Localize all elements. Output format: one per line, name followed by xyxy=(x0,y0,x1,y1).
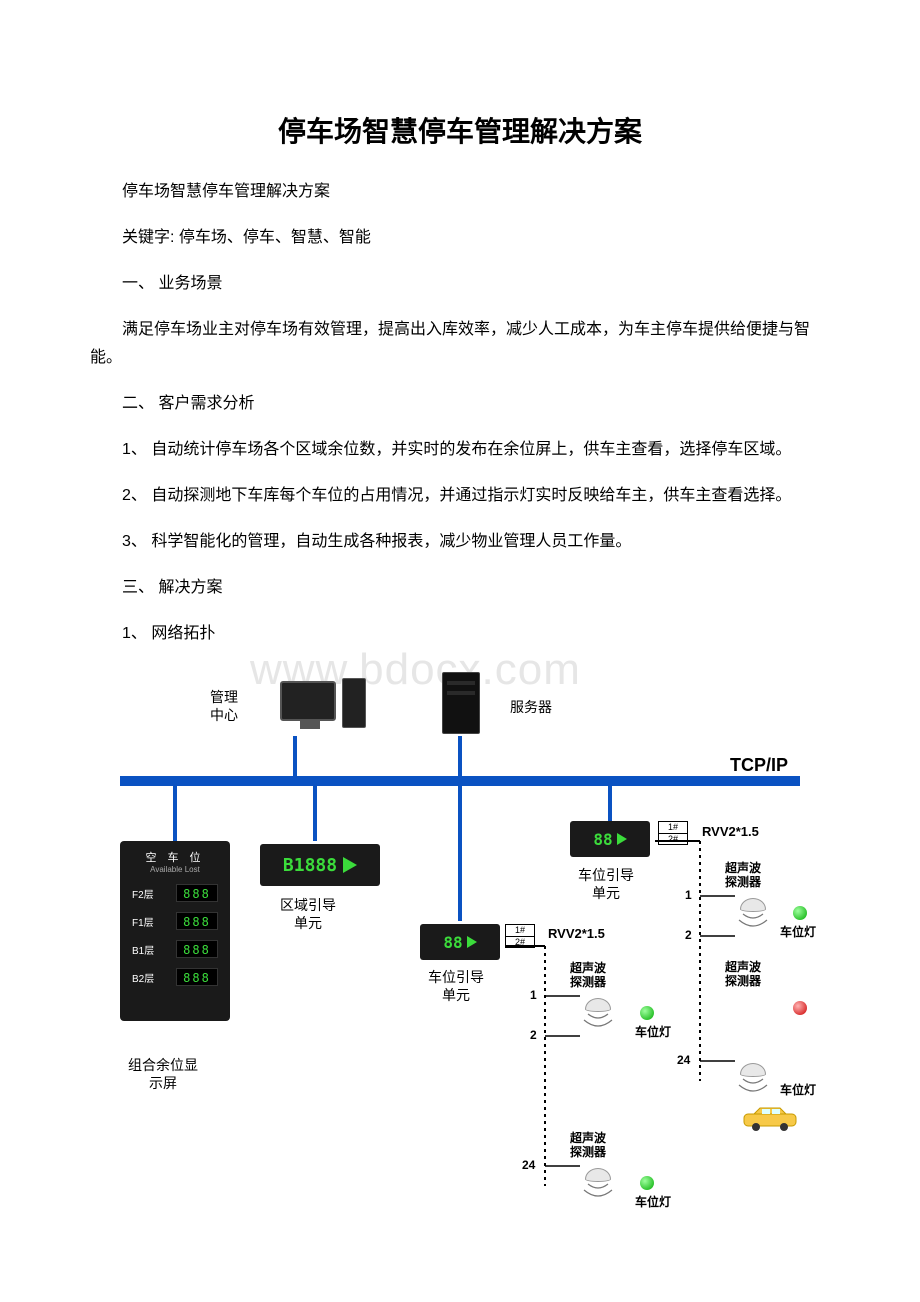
section-2-item-1: 1、 自动统计停车场各个区域余位数，并实时的发布在余位屏上，供车主查看，选择停车… xyxy=(90,436,830,464)
led-floor-label: B2层 xyxy=(132,970,154,985)
label-rvv-2: RVV2*1.5 xyxy=(702,824,759,841)
conn-1b: 2# xyxy=(506,937,534,948)
subtitle: 停车场智慧停车管理解决方案 xyxy=(90,178,830,206)
led-floor-value: 888 xyxy=(176,912,218,930)
network-topology-diagram: 管理 中心 服务器 TCP/IP 空 车 位 Available Lost F2… xyxy=(80,666,820,1226)
section-2-item-3: 3、 科学智能化的管理，自动生成各种报表，减少物业管理人员工作量。 xyxy=(90,528,830,556)
spot-light-green-icon xyxy=(640,1006,654,1020)
label-spot-guide-2: 车位引导 单元 xyxy=(578,866,634,902)
label-region-guide: 区域引导 单元 xyxy=(280,896,336,932)
section-3-item-1: 1、 网络拓扑 xyxy=(90,620,830,648)
label-server: 服务器 xyxy=(510,698,552,716)
label-spot-light-2b: 车位灯 xyxy=(780,1084,816,1098)
label-ultrasonic-2a: 超声波 探测器 xyxy=(725,862,761,890)
spot-guide-sign-2: 88 xyxy=(570,821,650,857)
arrow-icon xyxy=(617,833,627,845)
region-sign-text: B1888 xyxy=(283,855,337,876)
bus2-num-1: 1 xyxy=(685,888,692,904)
pc-tower-icon xyxy=(342,678,366,728)
spot-light-green-icon xyxy=(793,906,807,920)
bus1-num-2: 2 xyxy=(530,1028,537,1044)
bus2-num-2: 2 xyxy=(685,928,692,944)
led-header-2: Available Lost xyxy=(128,865,222,874)
led-row: B2层 888 xyxy=(128,968,222,986)
pc-monitor-icon xyxy=(280,681,336,721)
label-mgmt-center: 管理 中心 xyxy=(210,688,238,724)
conn-1a: 1# xyxy=(506,925,534,937)
section-1-heading: 一、 业务场景 xyxy=(90,270,830,298)
section-2-item-2: 2、 自动探测地下车库每个车位的占用情况，并通过指示灯实时反映给车主，供车主查看… xyxy=(90,482,830,510)
label-ultrasonic-1b: 超声波 探测器 xyxy=(570,1132,606,1160)
led-floor-value: 888 xyxy=(176,884,218,902)
label-spot-light-2a: 车位灯 xyxy=(780,926,816,940)
label-spot-light-1a: 车位灯 xyxy=(635,1026,671,1040)
led-floor-value: 888 xyxy=(176,968,218,986)
led-floor-label: B1层 xyxy=(132,942,154,957)
spot-light-red-icon xyxy=(793,1001,807,1015)
section-3-heading: 三、 解决方案 xyxy=(90,574,830,602)
bus1-num-24: 24 xyxy=(522,1158,535,1174)
led-header-1: 空 车 位 xyxy=(128,849,222,865)
label-spot-light-1b: 车位灯 xyxy=(635,1196,671,1210)
bus1-num-1: 1 xyxy=(530,988,537,1004)
region-guide-sign: B1888 xyxy=(260,844,380,886)
spot-guide-sign-1: 88 xyxy=(420,924,500,960)
section-2-heading: 二、 客户需求分析 xyxy=(90,390,830,418)
led-floor-value: 888 xyxy=(176,940,218,958)
conn-2a: 1# xyxy=(659,822,687,834)
server-icon xyxy=(442,672,480,734)
connector-box-1: 1# 2# xyxy=(505,924,535,948)
guide-sign-1-text: 88 xyxy=(443,933,462,952)
led-row: B1层 888 xyxy=(128,940,222,958)
led-row: F1层 888 xyxy=(128,912,222,930)
section-1-body: 满足停车场业主对停车场有效管理，提高出入库效率，减少人工成本，为车主停车提供给便… xyxy=(90,316,830,372)
led-floor-label: F1层 xyxy=(132,914,154,929)
bus2-num-24: 24 xyxy=(677,1053,690,1069)
label-ultrasonic-1a: 超声波 探测器 xyxy=(570,962,606,990)
keywords: 关键字: 停车场、停车、智慧、智能 xyxy=(90,224,830,252)
guide-sign-2-text: 88 xyxy=(593,830,612,849)
combo-availability-screen: 空 车 位 Available Lost F2层888F1层888B1层888B… xyxy=(120,841,230,1021)
connector-box-2: 1# 2# xyxy=(658,821,688,845)
spot-light-green-icon xyxy=(640,1176,654,1190)
label-spot-guide-1: 车位引导 单元 xyxy=(428,968,484,1004)
led-row: F2层 888 xyxy=(128,884,222,902)
arrow-icon xyxy=(343,857,357,873)
led-floor-label: F2层 xyxy=(132,886,154,901)
label-ultrasonic-2b: 超声波 探测器 xyxy=(725,961,761,989)
car-icon xyxy=(740,1106,800,1132)
page-title: 停车场智慧停车管理解决方案 xyxy=(90,110,830,150)
label-rvv-1: RVV2*1.5 xyxy=(548,926,605,943)
arrow-icon xyxy=(467,936,477,948)
label-tcpip: TCP/IP xyxy=(730,754,788,777)
label-combo-screen: 组合余位显 示屏 xyxy=(128,1056,198,1092)
conn-2b: 2# xyxy=(659,834,687,845)
